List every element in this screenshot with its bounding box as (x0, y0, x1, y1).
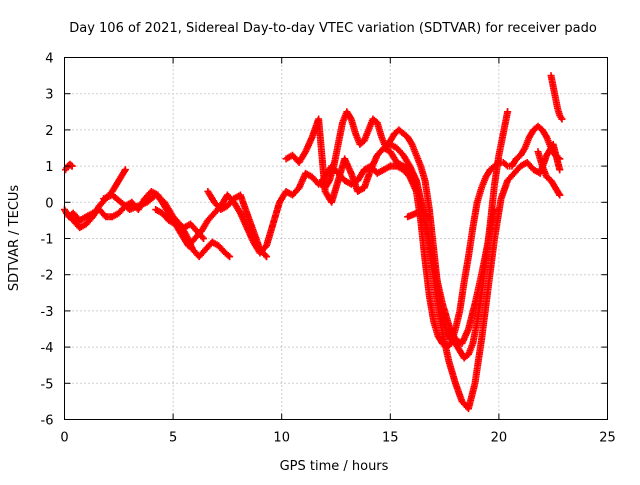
x-tick-label: 10 (273, 431, 290, 446)
data-point-marker (120, 167, 128, 175)
y-tick-label: -1 (41, 233, 54, 248)
y-tick-label: -4 (41, 341, 54, 356)
y-tick-label: -3 (41, 305, 54, 320)
data-point-marker (224, 251, 232, 259)
y-tick-label: -6 (41, 414, 54, 429)
series-arc-4 (100, 191, 234, 261)
y-tick-label: -5 (41, 377, 54, 392)
data-point-marker (200, 235, 208, 242)
data-point-marker (226, 253, 234, 261)
x-axis-label: GPS time / hours (280, 459, 389, 474)
y-tick-label: 4 (45, 52, 53, 67)
data-point-marker (504, 108, 512, 116)
x-tick-label: 25 (599, 431, 616, 446)
series-arc-5 (152, 122, 564, 351)
data-point-marker (556, 166, 564, 174)
y-tick-label: -2 (41, 269, 54, 284)
y-tick-label: 0 (45, 196, 53, 211)
data-point-marker (67, 161, 75, 169)
data-point-marker (491, 206, 499, 214)
data-point-marker (555, 190, 563, 198)
y-tick-label: 2 (45, 124, 53, 139)
data-point-marker (502, 161, 510, 169)
data-point-marker (261, 251, 269, 259)
y-tick-label: 3 (45, 88, 53, 103)
data-point-marker (262, 253, 270, 261)
series-arc-6 (204, 187, 270, 261)
x-tick-label: 15 (382, 431, 399, 446)
data-point-marker (325, 178, 333, 186)
y-axis-label: SDTVAR / TECUs (7, 185, 22, 292)
data-layer (61, 72, 566, 413)
x-tick-label: 5 (169, 431, 177, 446)
tick-layer: 0 5 10 15 20 25 -6 -5 -4 -3 -2 -1 0 1 2 3 4 (41, 52, 616, 446)
data-point-marker (346, 114, 354, 122)
x-tick-label: 0 (60, 431, 68, 446)
data-point-marker (558, 115, 566, 123)
chart-title: Day 106 of 2021, Sidereal Day-to-day VTE… (69, 21, 597, 36)
series-arc-12 (547, 72, 566, 123)
grid-layer (64, 57, 608, 420)
x-tick-label: 20 (491, 431, 508, 446)
y-tick-label: 1 (45, 160, 53, 175)
data-point-marker (121, 166, 129, 174)
series-arc-10 (404, 209, 433, 221)
data-point-marker (425, 213, 433, 221)
data-point-marker (556, 191, 564, 199)
series-arc-11 (534, 148, 564, 199)
